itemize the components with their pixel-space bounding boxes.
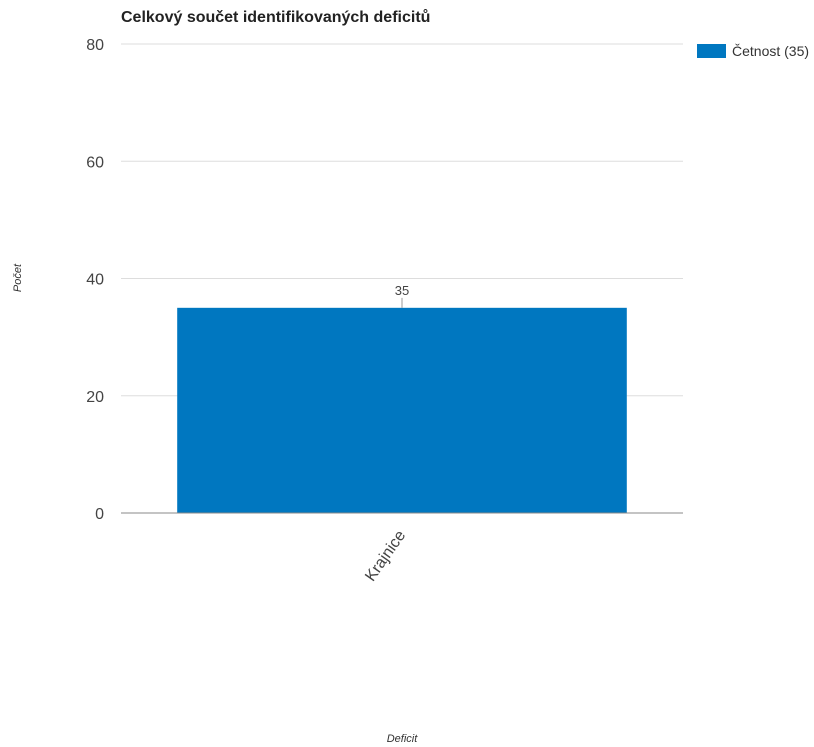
y-tick-label: 20	[86, 389, 104, 406]
bar[interactable]	[177, 307, 627, 513]
legend-swatch	[697, 44, 726, 58]
data-labels: 35	[395, 283, 409, 308]
y-tick-label: 0	[95, 506, 104, 523]
y-axis-label: Počet	[12, 263, 24, 292]
bars	[177, 307, 627, 513]
chart-title: Celkový součet identifikovaných deficitů	[121, 9, 430, 26]
y-tick-label: 60	[86, 154, 104, 171]
x-axis-label: Deficit	[387, 733, 419, 745]
y-axis-ticks: 0 20 40 60 80	[86, 37, 104, 523]
y-tick-label: 80	[86, 37, 104, 54]
data-label: 35	[395, 283, 409, 298]
legend-label: Četnost (35)	[732, 43, 809, 59]
y-tick-label: 40	[86, 272, 104, 289]
legend[interactable]: Četnost (35)	[697, 43, 809, 59]
x-tick-label: Krajnice	[362, 527, 409, 584]
x-axis-categories: Krajnice	[362, 527, 409, 584]
